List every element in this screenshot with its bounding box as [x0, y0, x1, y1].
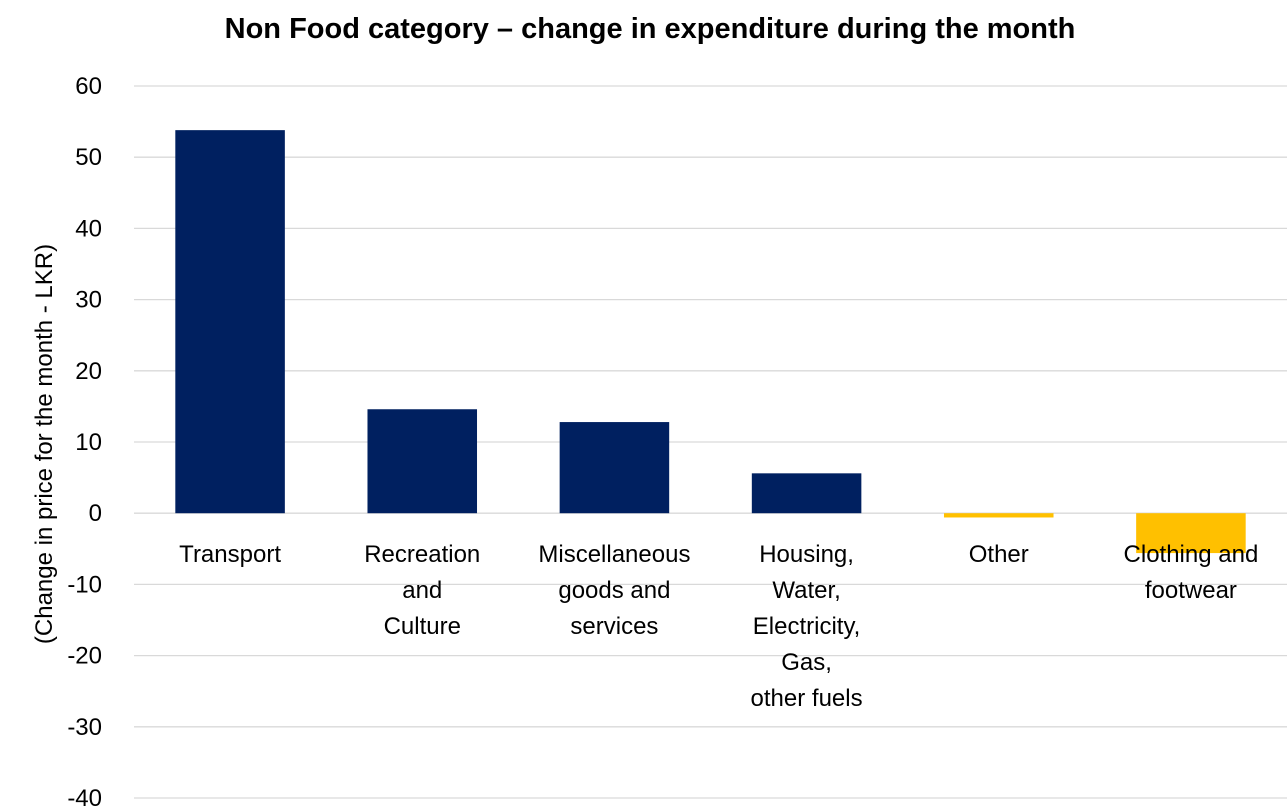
category-label: Other: [969, 541, 1029, 568]
category-label-line: Recreation: [364, 541, 480, 568]
category-label-line: services: [570, 613, 658, 640]
bars: [175, 130, 1246, 554]
y-tick-label: -30: [67, 714, 102, 741]
category-label-line: Clothing and: [1124, 541, 1259, 568]
category-labels: Transport Recreation and Culture Miscellaneo…: [179, 541, 1258, 712]
category-label-line: Electricity,: [753, 613, 861, 640]
y-tick-label: -10: [67, 571, 102, 598]
category-label-line: and: [402, 577, 442, 604]
category-label: Housing, Water, Electricity, Gas, other fuel…: [751, 541, 863, 712]
category-label-line: Miscellaneous: [538, 541, 690, 568]
bar: [175, 130, 285, 514]
category-label-line: Culture: [384, 613, 461, 640]
category-label-line: Gas,: [781, 649, 832, 676]
category-label-line: other fuels: [751, 685, 863, 712]
bar: [1136, 513, 1246, 554]
category-label: Miscellaneous goods and services: [538, 541, 690, 640]
bar: [943, 513, 1054, 518]
y-tick-label: 0: [89, 500, 102, 527]
y-tick-label: 30: [75, 287, 102, 314]
gridlines: [134, 85, 1287, 799]
category-label-line: Housing,: [759, 541, 854, 568]
y-tick-label: 50: [75, 144, 102, 171]
category-label-line: Transport: [179, 541, 281, 568]
y-tick-label: -20: [67, 643, 102, 670]
y-axis-label: (Change in price for the month - LKR): [31, 244, 58, 644]
y-tick-label: 20: [75, 358, 102, 385]
category-label: Recreation and Culture: [364, 541, 480, 640]
category-label-line: footwear: [1145, 577, 1237, 604]
y-tick-label: 40: [75, 215, 102, 242]
category-label-line: Water,: [772, 577, 840, 604]
category-label-line: goods and: [558, 577, 670, 604]
category-label-line: Other: [969, 541, 1029, 568]
y-tick-label: -40: [67, 785, 102, 809]
y-tick-label: 60: [75, 73, 102, 100]
bar: [559, 422, 670, 514]
chart-title: Non Food category – change in expenditur…: [225, 13, 1076, 45]
bar: [751, 473, 862, 514]
y-axis-ticks: 60 50 40 30 20 10 0 -10 -20 -30 -40: [67, 73, 102, 809]
y-tick-label: 10: [75, 429, 102, 456]
bar: [367, 409, 478, 514]
category-label: Clothing and footwear: [1124, 541, 1259, 604]
category-label: Transport: [179, 541, 281, 568]
